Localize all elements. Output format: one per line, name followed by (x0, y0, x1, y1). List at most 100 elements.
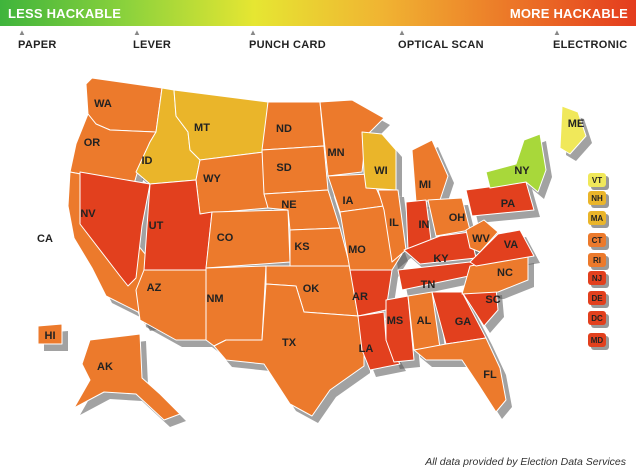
state-label-ca: CA (37, 233, 53, 245)
state-shape-nv[interactable] (79, 171, 151, 287)
state-label-ia: IA (343, 195, 354, 207)
state-shape-va[interactable] (469, 229, 535, 267)
method-tick-punch-card: ▲ PUNCH CARD (249, 28, 326, 52)
small-state-box-nh[interactable] (588, 191, 606, 205)
state-shape-az[interactable] (135, 269, 207, 341)
state-labels: WA OR CA NV ID MT WY UT AZ CO NM ND SD NE KS OK TX MN IA MO… (37, 98, 584, 381)
state-label-hi: HI (45, 330, 56, 342)
small-state-label-de: DE (591, 294, 603, 303)
tick-caret-icon: ▲ (133, 28, 141, 37)
state-label-wa: WA (94, 98, 112, 110)
scale-low-label: LESS HACKABLE (8, 5, 122, 21)
state-label-al: AL (417, 315, 432, 327)
small-states-legend: VT NH MA CT RI NJ DE DC MD (588, 173, 609, 350)
small-state-box-nj[interactable] (588, 271, 606, 285)
state-label-ut: UT (149, 220, 164, 232)
state-shape-mi[interactable] (411, 139, 449, 203)
state-label-fl: FL (483, 369, 497, 381)
state-shape-ak[interactable] (73, 333, 181, 421)
method-tick-lever: ▲ LEVER (133, 28, 171, 52)
method-tick-paper: ▲ PAPER (18, 28, 57, 52)
scale-high-label: MORE HACKABLE (509, 5, 628, 21)
method-label: OPTICAL SCAN (398, 39, 484, 51)
small-state-box-md[interactable] (588, 333, 606, 347)
state-label-oh: OH (449, 212, 466, 224)
state-label-wy: WY (203, 173, 221, 185)
state-label-sc: SC (485, 294, 500, 306)
method-label: ELECTRONIC (553, 39, 628, 51)
map-canvas: WA OR CA NV ID MT WY UT AZ CO NM ND SD NE KS OK TX MN IA MO… (37, 77, 609, 427)
state-label-id: ID (142, 155, 153, 167)
state-label-la: LA (359, 343, 374, 355)
small-state-label-ri: RI (593, 256, 601, 265)
state-label-az: AZ (147, 282, 162, 294)
small-state-box-ct[interactable] (588, 233, 606, 247)
state-shape-wv[interactable] (465, 219, 499, 253)
state-shape-fl[interactable] (413, 337, 507, 413)
state-label-in: IN (419, 219, 430, 231)
small-state-label-ma: MA (591, 214, 604, 223)
state-shape-ny[interactable] (485, 133, 547, 193)
state-shape-nm[interactable] (205, 265, 267, 347)
state-label-mt: MT (194, 122, 210, 134)
state-shape-tx[interactable] (213, 283, 365, 417)
state-label-or: OR (84, 137, 101, 149)
state-label-ga: GA (455, 316, 472, 328)
state-shape-me[interactable] (559, 105, 587, 155)
method-label: PAPER (18, 39, 57, 51)
state-label-il: IL (389, 217, 399, 229)
small-state-label-ct: CT (592, 236, 603, 245)
small-state-box-ma[interactable] (588, 211, 606, 225)
state-label-va: VA (504, 239, 519, 251)
small-state-box-dc[interactable] (588, 311, 606, 325)
state-shape-la[interactable] (357, 311, 401, 371)
state-label-nm: NM (206, 293, 223, 305)
method-label: LEVER (133, 39, 172, 51)
state-shape-ms[interactable] (385, 295, 415, 363)
state-label-ak: AK (97, 361, 113, 373)
state-shapes (37, 77, 587, 421)
state-label-nc: NC (497, 267, 513, 279)
state-label-co: CO (217, 232, 234, 244)
state-label-mn: MN (327, 147, 344, 159)
state-label-ky: KY (433, 253, 449, 265)
state-label-ok: OK (303, 283, 320, 295)
data-source-credit: All data provided by Election Data Servi… (425, 456, 626, 468)
state-shape-wi[interactable] (361, 131, 397, 191)
method-label: PUNCH CARD (249, 39, 326, 51)
state-label-sd: SD (276, 162, 291, 174)
small-state-box-ri[interactable] (588, 253, 606, 267)
state-shape-hi[interactable] (37, 323, 63, 345)
state-label-ny: NY (514, 165, 530, 177)
state-label-me: ME (568, 118, 585, 130)
small-state-label-md: MD (591, 336, 604, 345)
tick-caret-icon: ▲ (398, 28, 406, 37)
tick-caret-icon: ▲ (553, 28, 561, 37)
state-label-wi: WI (374, 165, 387, 177)
state-label-mo: MO (348, 244, 366, 256)
hackability-scale-bar: LESS HACKABLE MORE HACKABLE (0, 0, 636, 26)
small-state-label-nh: NH (591, 194, 603, 203)
state-label-tx: TX (282, 337, 297, 349)
state-shape-il[interactable] (377, 189, 407, 263)
state-label-wv: WV (472, 233, 490, 245)
method-tick-optical-scan: ▲ OPTICAL SCAN (398, 28, 484, 52)
state-shape-sd[interactable] (261, 145, 329, 195)
state-label-ar: AR (352, 291, 368, 303)
state-label-nd: ND (276, 123, 292, 135)
tick-caret-icon: ▲ (18, 28, 26, 37)
small-state-label-vt: VT (592, 176, 602, 185)
state-label-pa: PA (501, 198, 516, 210)
small-state-box-vt[interactable] (588, 173, 606, 187)
state-label-ne: NE (281, 199, 296, 211)
state-label-mi: MI (419, 179, 431, 191)
method-tick-electronic: ▲ ELECTRONIC (553, 28, 628, 52)
small-state-label-dc: DC (591, 314, 603, 323)
small-state-box-de[interactable] (588, 291, 606, 305)
state-label-ks: KS (294, 241, 309, 253)
state-shape-nd[interactable] (261, 101, 325, 151)
voting-method-axis: ▲ PAPER ▲ LEVER ▲ PUNCH CARD ▲ OPTICAL S… (0, 28, 636, 58)
state-label-nv: NV (80, 208, 96, 220)
us-states-map: WA OR CA NV ID MT WY UT AZ CO NM ND SD NE KS OK TX MN IA MO… (0, 60, 636, 460)
tick-caret-icon: ▲ (249, 28, 257, 37)
